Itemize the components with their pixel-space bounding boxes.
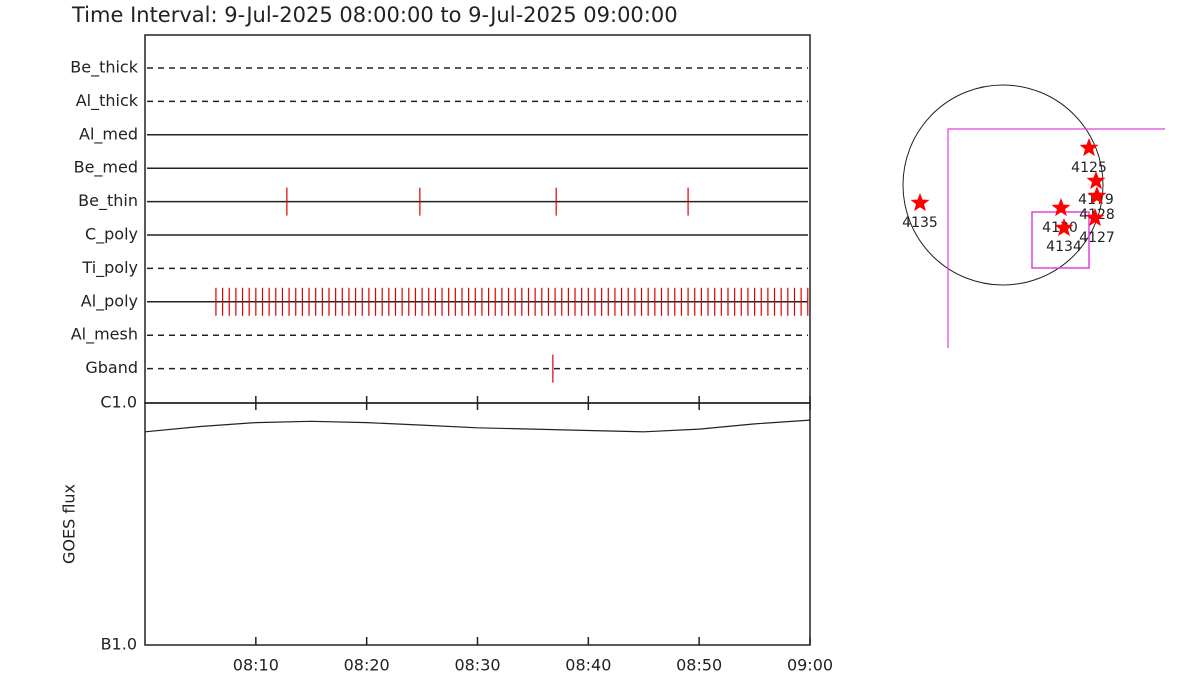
fov-outline xyxy=(947,128,1165,348)
region-label: 4127 xyxy=(1079,230,1115,246)
row-label: Be_thick xyxy=(70,58,138,78)
row-label: Gband xyxy=(85,358,138,377)
y-axis-label: GOES flux xyxy=(60,484,79,564)
row-label: Al_med xyxy=(79,124,138,144)
row-label: C_poly xyxy=(85,225,138,245)
x-tick-label: 08:30 xyxy=(454,656,500,675)
x-tick-label: 08:20 xyxy=(344,656,390,675)
region-star xyxy=(1087,186,1107,205)
x-tick-label: 08:10 xyxy=(233,656,279,675)
y-tick-label: C1.0 xyxy=(100,393,137,412)
row-label: Be_thin xyxy=(78,191,138,211)
x-tick-label: 09:00 xyxy=(787,656,833,675)
row-label: Be_med xyxy=(74,158,138,178)
x-tick-label: 08:40 xyxy=(565,656,611,675)
y-tick-label: B1.0 xyxy=(101,635,137,654)
region-star xyxy=(1085,208,1105,227)
region-star xyxy=(1079,138,1099,157)
goes-curve xyxy=(144,419,811,433)
region-star xyxy=(1054,218,1074,237)
goes-frame xyxy=(144,402,811,646)
region-star xyxy=(910,193,930,212)
chart-title: Time Interval: 9-Jul-2025 08:00:00 to 9-… xyxy=(71,3,678,27)
row-label: Al_thick xyxy=(76,91,139,111)
row-label: Ti_poly xyxy=(81,258,138,278)
x-tick-label: 08:50 xyxy=(676,656,722,675)
row-label: Al_mesh xyxy=(71,325,138,345)
region-star xyxy=(1051,198,1071,217)
region-star xyxy=(1086,171,1106,190)
row-label: Al_poly xyxy=(81,291,138,311)
region-label: 4125 xyxy=(1071,160,1107,176)
region-label: 4134 xyxy=(1046,239,1082,255)
timeline-frame xyxy=(144,34,811,404)
region-label: 4135 xyxy=(902,215,938,231)
solar-disk xyxy=(902,84,1104,286)
